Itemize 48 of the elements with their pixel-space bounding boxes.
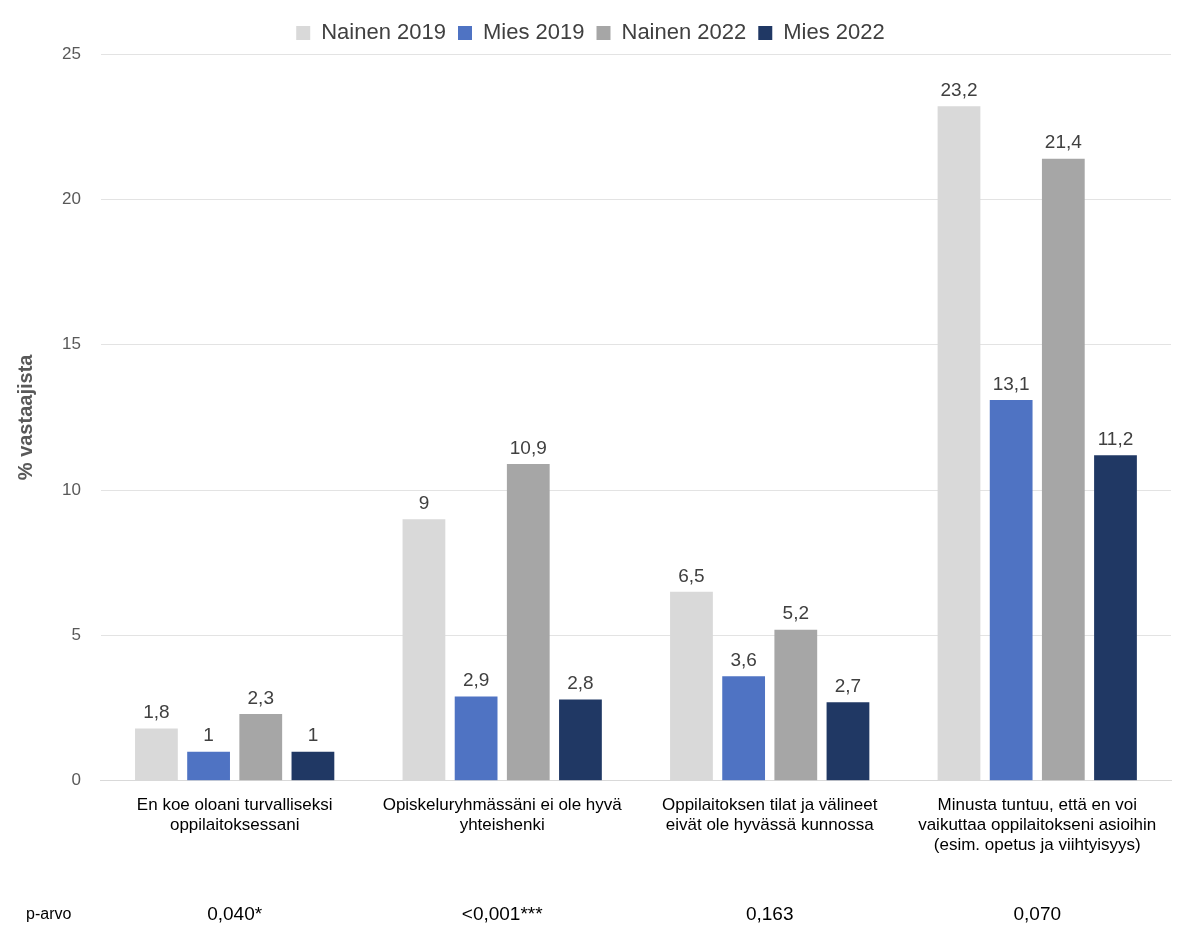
bar xyxy=(454,696,498,781)
x-tick-label: Minusta tuntuu, että en voi vaikuttaa oppilaitokseni asioihin (esim. opetus ja viihtyisyys) xyxy=(918,794,1157,855)
text: 0,163 xyxy=(745,903,794,925)
y-tick-label: 5 xyxy=(71,625,81,645)
data-label: 11,2 xyxy=(1097,427,1134,449)
data-label: 3,6 xyxy=(730,648,757,670)
x-tick-label: En koe oloani turvalliseksi oppilaitoksessani xyxy=(136,794,333,835)
bar xyxy=(989,399,1033,781)
bar xyxy=(239,713,283,781)
bar xyxy=(559,699,602,781)
bar xyxy=(291,751,335,781)
data-label: 9 xyxy=(418,491,430,513)
x-tick-label: Opiskeluryhmässäni ei ole hyvä yhteishenki xyxy=(382,794,623,835)
data-label: 1,8 xyxy=(143,701,170,723)
legend-label: Mies 2019 xyxy=(483,19,585,45)
x-tick-label: Oppilaitoksen tilat ja välineet eivät ole hyvässä kunnossa xyxy=(661,794,878,835)
text: 0,070 xyxy=(1013,903,1062,925)
data-label: 13,1 xyxy=(992,372,1030,394)
data-label: 6,5 xyxy=(678,564,705,586)
data-label: 1 xyxy=(307,724,319,746)
y-tick-label: 20 xyxy=(61,189,81,209)
bar xyxy=(187,751,230,781)
bar xyxy=(774,629,818,781)
bar xyxy=(506,463,550,781)
legend-label: Nainen 2022 xyxy=(621,19,747,45)
data-label: 23,2 xyxy=(940,79,978,101)
y-tick-label: 0 xyxy=(71,770,81,790)
bar xyxy=(1041,158,1085,781)
data-label: 2,7 xyxy=(834,675,862,697)
y-axis-title: % vastaajista xyxy=(13,353,36,481)
y-tick-label: 10 xyxy=(61,479,81,499)
data-label: 2,3 xyxy=(247,686,274,708)
text: p-arvo xyxy=(26,905,72,923)
bar xyxy=(722,676,766,781)
y-tick-label: 25 xyxy=(61,43,81,63)
data-label: 2,9 xyxy=(462,669,490,691)
data-label: 21,4 xyxy=(1044,131,1083,153)
legend-label: Nainen 2019 xyxy=(321,19,447,45)
data-label: 10,9 xyxy=(509,436,547,458)
data-label: 1 xyxy=(203,724,214,746)
text: 0,040* xyxy=(207,903,263,925)
text: <0,001*** xyxy=(461,903,544,925)
legend-label: Mies 2022 xyxy=(783,19,885,45)
y-tick-label: 15 xyxy=(61,334,81,354)
bar xyxy=(826,702,870,781)
bar xyxy=(1094,455,1137,781)
data-label: 2,8 xyxy=(567,672,594,694)
data-label: 5,2 xyxy=(782,602,810,624)
